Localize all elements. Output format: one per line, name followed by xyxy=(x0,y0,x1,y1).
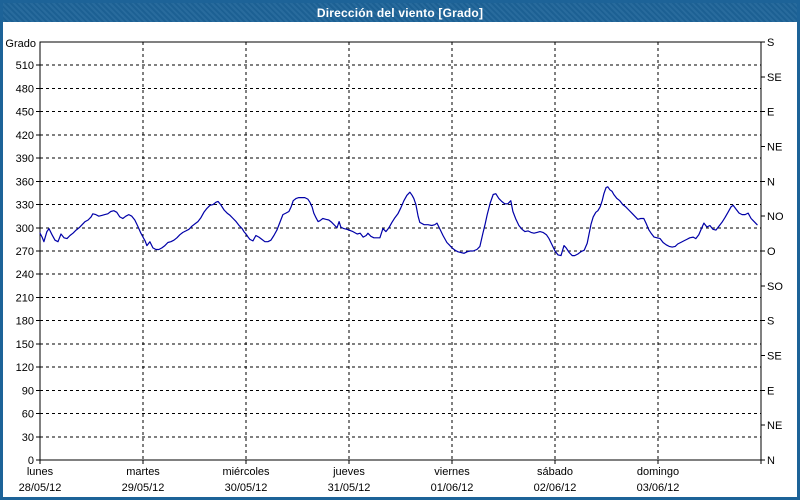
day-name-label: sábado xyxy=(537,466,573,478)
y-right-tick-label: SE xyxy=(767,351,782,363)
y-right-tick-label: O xyxy=(767,246,776,258)
y-right-tick-label: S xyxy=(767,316,774,328)
day-date-label: 03/06/12 xyxy=(637,482,680,494)
wind-direction-line xyxy=(39,186,758,257)
y-left-tick-label: 450 xyxy=(16,107,34,119)
y-left-tick-label: 30 xyxy=(22,432,34,444)
day-name-label: jueves xyxy=(332,466,365,478)
day-date-label: 02/06/12 xyxy=(534,482,577,494)
y-right-tick-label: NO xyxy=(767,211,784,223)
day-name-label: lunes xyxy=(27,466,54,478)
window-title: Dirección del viento [Grado] xyxy=(316,5,484,20)
y-left-tick-label: 390 xyxy=(16,153,34,165)
y-left-tick-label: 300 xyxy=(16,223,34,235)
day-name-label: domingo xyxy=(637,466,679,478)
y-right-tick-label: SO xyxy=(767,281,783,293)
wind-direction-chart: 0 30 60 90 120 150 180 210 240 270 300 330 360 390 420… xyxy=(5,37,784,494)
y-left-tick-label: 480 xyxy=(16,83,34,95)
y-left-tick-label: 510 xyxy=(16,60,34,72)
y-right-tick-label: SE xyxy=(767,72,782,84)
y-left-tick-label: 330 xyxy=(16,200,34,212)
y-left-tick-label: 240 xyxy=(16,269,34,281)
y-axis-title: Grado xyxy=(5,38,36,50)
y-right-tick-label: N xyxy=(767,455,775,467)
y-right-tick-label: E xyxy=(767,107,774,119)
y-left-tick-label: 420 xyxy=(16,130,34,142)
y-left-tick-label: 180 xyxy=(16,316,34,328)
day-name-label: viernes xyxy=(434,466,470,478)
window-titlebar: Dirección del viento [Grado] xyxy=(3,3,797,22)
y-left-tick-label: 150 xyxy=(16,339,34,351)
day-date-label: 30/05/12 xyxy=(225,482,268,494)
y-left-tick-label: 0 xyxy=(28,455,34,467)
day-date-label: 29/05/12 xyxy=(122,482,165,494)
y-right-tick-label: E xyxy=(767,385,774,397)
y-right-tick-label: NE xyxy=(767,420,782,432)
y-right-tick-label: S xyxy=(767,37,774,49)
y-left-tick-label: 270 xyxy=(16,246,34,258)
y-left-tick-label: 210 xyxy=(16,292,34,304)
y-left-tick-label: 120 xyxy=(16,362,34,374)
day-name-label: miércoles xyxy=(222,466,270,478)
y-left-tick-label: 90 xyxy=(22,385,34,397)
day-date-label: 28/05/12 xyxy=(19,482,62,494)
y-left-tick-label: 360 xyxy=(16,176,34,188)
day-date-label: 31/05/12 xyxy=(328,482,371,494)
day-name-label: martes xyxy=(126,466,160,478)
y-left-tick-label: 60 xyxy=(22,409,34,421)
y-right-tick-label: NE xyxy=(767,142,782,154)
day-date-label: 01/06/12 xyxy=(431,482,474,494)
y-right-tick-label: N xyxy=(767,176,775,188)
chart-area: 0 30 60 90 120 150 180 210 240 270 300 330 360 390 420… xyxy=(3,22,797,497)
